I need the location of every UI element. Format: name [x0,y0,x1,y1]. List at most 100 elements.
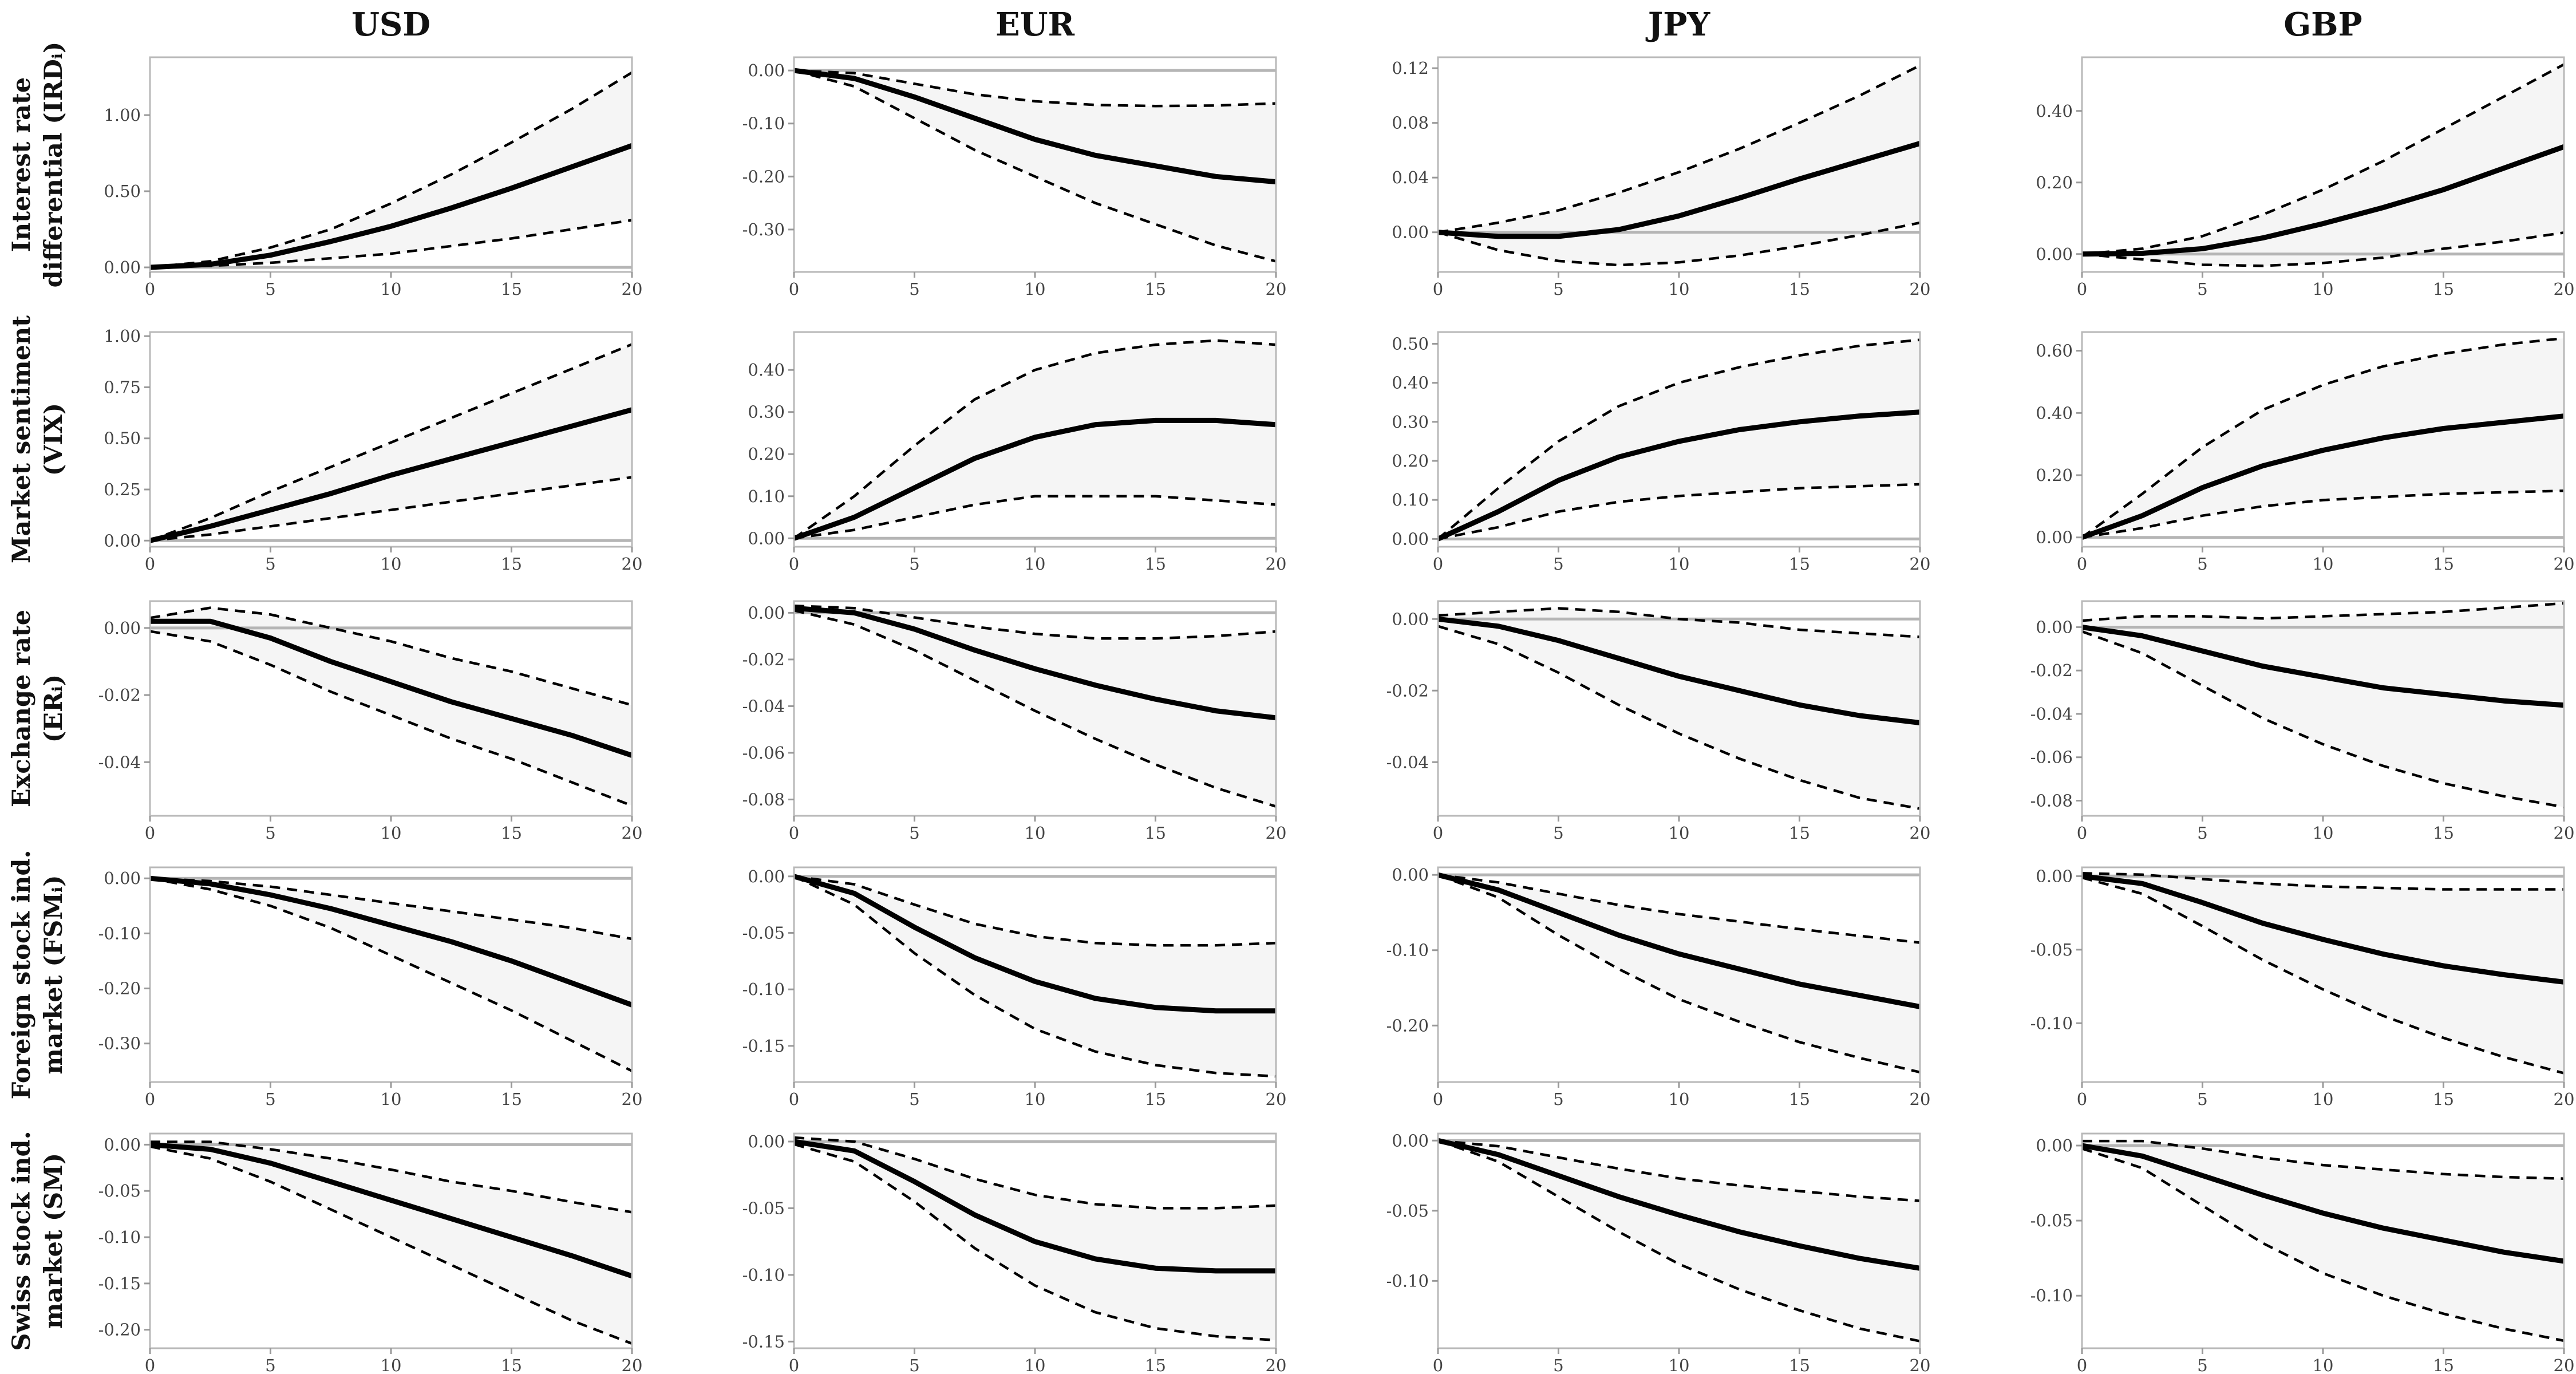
y-tick-label: -0.05 [1386,1201,1429,1221]
x-tick-label: 20 [622,1089,643,1109]
y-tick-label: 0.40 [748,360,785,380]
confidence-bound-lower [2081,1147,2565,1343]
x-tick-label: 0 [145,279,155,299]
x-tick-label: 0 [1433,1089,1443,1109]
x-tick-label: 5 [2197,554,2207,574]
x-tick-label: 15 [501,1089,522,1109]
y-tick-label: -0.20 [98,979,141,998]
y-tick-label: -0.06 [2030,748,2073,767]
confidence-band [794,70,1276,262]
x-tick-label: 20 [2554,1356,2575,1374]
y-tick-label: 0.00 [1392,1131,1429,1150]
irf-panel-jpy-row1: 0.00 0.10 0.20 0.30 0.40 0.50 0 5 10 15 20 [1392,331,1931,574]
x-tick-label: 0 [789,823,799,843]
impulse-response-line [1437,616,1921,725]
x-tick-label: 0 [1433,1356,1443,1374]
x-tick-label: 0 [789,554,799,574]
y-tick-label: 0.08 [1392,113,1429,133]
y-tick-label: -0.05 [742,923,785,942]
row-label-1: Market sentiment (VIX) [7,315,68,563]
y-tick-label: -0.04 [2030,704,2073,724]
confidence-bound-upper [149,71,633,269]
column-title-jpy: JPY [1645,6,1711,44]
y-tick-label: -0.10 [2030,1286,2073,1305]
y-tick-label: -0.04 [1386,752,1429,772]
x-tick-label: 0 [2077,554,2087,574]
x-tick-label: 10 [1025,1089,1046,1109]
irf-panel-jpy-row0: 0.00 0.04 0.08 0.12 0 5 10 15 20 [1392,56,1930,299]
x-tick-label: 10 [1025,823,1046,843]
x-tick-label: 20 [2554,823,2575,843]
x-tick-label: 0 [789,279,799,299]
y-tick-label: 0.40 [2036,403,2073,423]
x-tick-label: 20 [1910,1356,1931,1374]
x-tick-label: 0 [2077,823,2087,843]
x-tick-label: 10 [381,554,402,574]
row-label-line: (ERᵢ) [39,674,68,743]
y-tick-label: -0.15 [742,1332,785,1351]
confidence-band [794,606,1276,807]
confidence-bound-lower [1437,625,1921,810]
confidence-band [2082,1141,2564,1341]
y-tick-label: -0.20 [742,167,785,186]
confidence-bound-lower [793,1143,1277,1342]
x-tick-label: 20 [1266,823,1287,843]
confidence-bound-upper [1437,607,1921,638]
x-tick-label: 0 [145,823,155,843]
y-tick-label: 0.00 [2036,244,2073,264]
y-tick-label: -0.10 [2030,1013,2073,1033]
impulse-response-line [793,417,1277,541]
confidence-bound-upper [1437,1139,1921,1202]
y-tick-label: 0.00 [748,603,785,622]
x-tick-label: 0 [789,1089,799,1109]
impulse-response-line [2081,413,2565,540]
x-tick-label: 20 [1266,1356,1287,1374]
x-tick-label: 0 [2077,279,2087,299]
x-tick-label: 10 [1669,554,1690,574]
y-tick-label: -0.05 [98,1181,141,1201]
x-tick-label: 10 [1669,1356,1690,1374]
row-label-line: differential (IRDᵢ) [39,42,68,288]
impulse-response-line [149,143,633,270]
y-tick-label: -0.05 [742,1198,785,1218]
x-tick-label: 20 [2554,554,2575,574]
confidence-bound-upper [149,606,633,706]
x-tick-label: 15 [2433,554,2454,574]
impulse-response-line [1437,409,1921,542]
confidence-bound-upper [1437,338,1921,540]
x-tick-label: 10 [2313,823,2334,843]
confidence-bound-lower [793,609,1277,808]
y-tick-label: 0.40 [2036,101,2073,121]
irf-panel-usd-row2: 0.00 -0.02 -0.04 0 5 10 15 20 [98,600,642,843]
x-tick-label: 15 [1145,1089,1166,1109]
x-tick-label: 10 [2313,1356,2334,1374]
confidence-bound-upper [793,604,1277,640]
irf-panel-gbp-row3: 0.00 -0.05 -0.10 0 5 10 15 20 [2030,866,2575,1109]
impulse-response-line [150,618,633,758]
impulse-response-line [793,1139,1276,1274]
x-tick-label: 15 [1145,1356,1166,1374]
y-tick-label: 0.00 [104,618,141,638]
column-title-gbp: GBP [2283,6,2362,44]
confidence-bound-upper [2081,337,2565,539]
x-tick-label: 5 [265,554,275,574]
irf-panel-eur-row2: 0.00 -0.02 -0.04 -0.06 -0.080 5 10 15 20 [742,600,1287,843]
x-tick-label: 5 [909,554,919,574]
x-tick-label: 0 [789,1356,799,1374]
y-tick-label: -0.10 [742,980,785,999]
y-tick-label: -0.10 [1386,941,1429,960]
y-tick-label: -0.10 [98,1227,141,1247]
x-tick-label: 5 [1553,279,1563,299]
column-title-usd: USD [351,6,430,44]
confidence-bound-lower [149,876,633,1072]
confidence-bound-lower [1437,874,1921,1074]
confidence-band [2082,603,2564,807]
y-tick-label: -0.05 [2030,940,2073,960]
x-tick-label: 10 [1669,1089,1690,1109]
x-tick-label: 20 [1910,554,1931,574]
y-tick-label: 0.40 [1392,373,1429,393]
impulse-response-line [1437,1138,1921,1271]
x-tick-label: 0 [1433,279,1443,299]
x-tick-label: 5 [909,1356,919,1374]
row-label-4: Swiss stock ind. market (SM) [7,1131,68,1351]
